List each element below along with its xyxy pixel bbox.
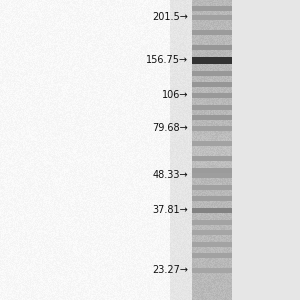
Text: 106→: 106→	[161, 90, 188, 100]
Text: 37.81→: 37.81→	[152, 205, 188, 215]
Text: 23.27→: 23.27→	[152, 265, 188, 275]
Text: 79.68→: 79.68→	[152, 123, 188, 133]
Text: 156.75→: 156.75→	[146, 55, 188, 65]
Text: 201.5→: 201.5→	[152, 12, 188, 22]
Text: 48.33→: 48.33→	[152, 170, 188, 180]
